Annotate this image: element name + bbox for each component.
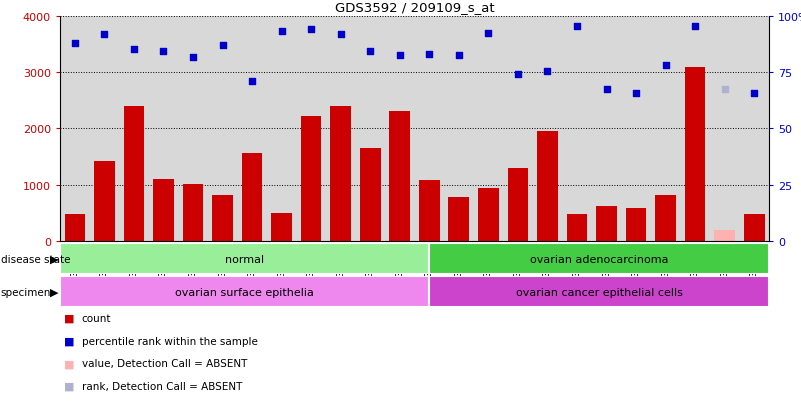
Bar (94, 161, 115, 242)
Point (689, 24, 702, 30)
Text: ovarian surface epithelia: ovarian surface epithelia (175, 287, 314, 297)
Bar (626, 209, 646, 242)
Point (68, 40, 81, 47)
Bar (537, 131, 557, 242)
Point (157, 48, 170, 55)
Bar (508, 169, 528, 242)
Bar (596, 207, 617, 242)
Text: specimen: specimen (1, 287, 51, 297)
Text: ■: ■ (64, 336, 74, 346)
Bar (330, 107, 351, 242)
Bar (153, 180, 174, 242)
Text: value, Detection Call = ABSENT: value, Detection Call = ABSENT (82, 358, 247, 368)
Bar (272, 214, 292, 242)
Point (512, 71, 525, 78)
Point (364, 48, 376, 55)
Text: normal: normal (225, 254, 264, 264)
Point (334, 31, 347, 38)
Point (570, 24, 583, 30)
Point (216, 43, 229, 49)
Bar (744, 214, 764, 242)
Bar (714, 230, 735, 242)
Text: ■: ■ (64, 313, 74, 323)
Text: disease state: disease state (1, 254, 70, 264)
Bar (429, 244, 769, 275)
Point (453, 52, 465, 59)
Bar (242, 154, 263, 242)
Point (748, 91, 761, 97)
Bar (449, 197, 469, 242)
Point (541, 69, 553, 75)
Point (187, 54, 199, 61)
Point (276, 29, 288, 36)
Point (423, 52, 436, 59)
Text: ovarian cancer epithelial cells: ovarian cancer epithelial cells (516, 287, 682, 297)
Bar (655, 195, 676, 242)
Text: rank, Detection Call = ABSENT: rank, Detection Call = ABSENT (82, 381, 242, 391)
Title: GDS3592 / 209109_s_at: GDS3592 / 209109_s_at (335, 1, 494, 14)
Bar (301, 117, 321, 242)
Text: ▶: ▶ (50, 254, 58, 264)
Bar (429, 277, 769, 308)
Bar (419, 180, 440, 242)
Text: ■: ■ (64, 358, 74, 368)
Point (600, 87, 613, 93)
Point (393, 52, 406, 59)
Text: ovarian adenocarcinoma: ovarian adenocarcinoma (530, 254, 668, 264)
Bar (566, 214, 587, 242)
Text: ▶: ▶ (50, 287, 58, 297)
Bar (183, 185, 203, 242)
Text: count: count (82, 313, 111, 323)
Text: ■: ■ (64, 381, 74, 391)
Point (482, 31, 495, 37)
Point (98, 31, 111, 38)
Bar (65, 215, 85, 242)
Point (718, 87, 731, 93)
Point (304, 27, 317, 33)
Bar (685, 68, 706, 242)
Bar (389, 112, 410, 242)
Point (246, 78, 259, 85)
Bar (123, 107, 144, 242)
Bar (60, 244, 429, 275)
Text: percentile rank within the sample: percentile rank within the sample (82, 336, 258, 346)
Bar (478, 189, 499, 242)
Point (127, 47, 140, 54)
Point (630, 91, 642, 97)
Bar (212, 195, 233, 242)
Bar (60, 277, 429, 308)
Point (659, 63, 672, 69)
Bar (360, 149, 380, 242)
